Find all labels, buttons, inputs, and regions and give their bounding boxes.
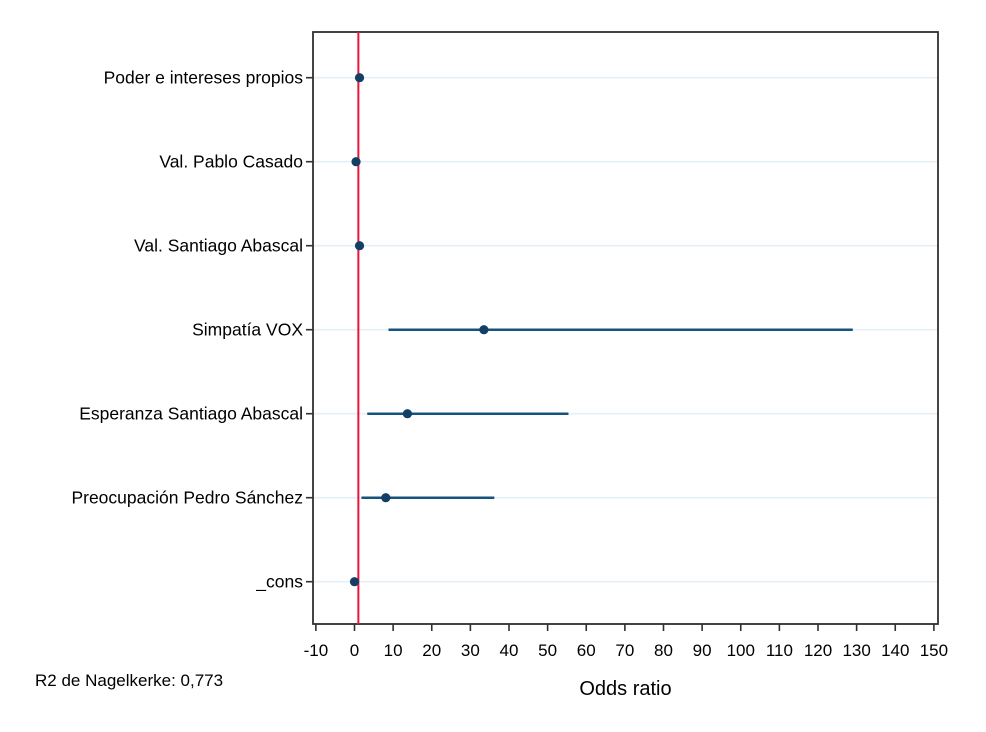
x-tick-label: 140 — [881, 641, 909, 660]
category-label: Simpatía VOX — [192, 320, 303, 340]
x-axis-title: Odds ratio — [579, 678, 672, 700]
x-tick-label: 70 — [615, 641, 634, 660]
x-tick-label: 110 — [766, 641, 793, 660]
category-label: _cons — [255, 572, 303, 593]
x-tick-label: 20 — [422, 641, 441, 660]
x-tick-label: 40 — [500, 641, 519, 660]
odds-ratio-marker — [479, 325, 489, 335]
odds-ratio-marker — [381, 493, 391, 503]
r2-note: R2 de Nagelkerke: 0,773 — [35, 671, 224, 690]
x-tick-label: -10 — [304, 641, 329, 660]
plot-border — [312, 31, 939, 625]
odds-ratio-marker — [349, 577, 360, 587]
x-tick-label: 130 — [842, 641, 870, 660]
category-label: Val. Santiago Abascal — [134, 236, 303, 256]
x-tick-label: 80 — [654, 641, 673, 660]
x-tick-label: 0 — [350, 641, 359, 660]
category-label: Val. Pablo Casado — [159, 152, 303, 172]
x-tick-label: 90 — [693, 641, 712, 660]
x-tick-label: 120 — [804, 641, 832, 660]
x-tick-label: 60 — [577, 641, 596, 660]
x-tick-label: 150 — [920, 641, 948, 660]
category-label: Esperanza Santiago Abascal — [79, 404, 303, 424]
odds-ratio-marker — [402, 409, 413, 419]
odds-ratio-marker — [351, 157, 361, 167]
category-label: Preocupación Pedro Sánchez — [71, 488, 303, 508]
x-tick-label: 10 — [384, 641, 403, 660]
odds-ratio-marker — [354, 73, 365, 83]
category-label: Poder e intereses propios — [104, 68, 304, 88]
x-tick-label: 50 — [538, 641, 557, 660]
x-tick-label: 30 — [461, 641, 480, 660]
odds-ratio-marker — [354, 241, 365, 251]
x-tick-label: 100 — [727, 641, 755, 660]
